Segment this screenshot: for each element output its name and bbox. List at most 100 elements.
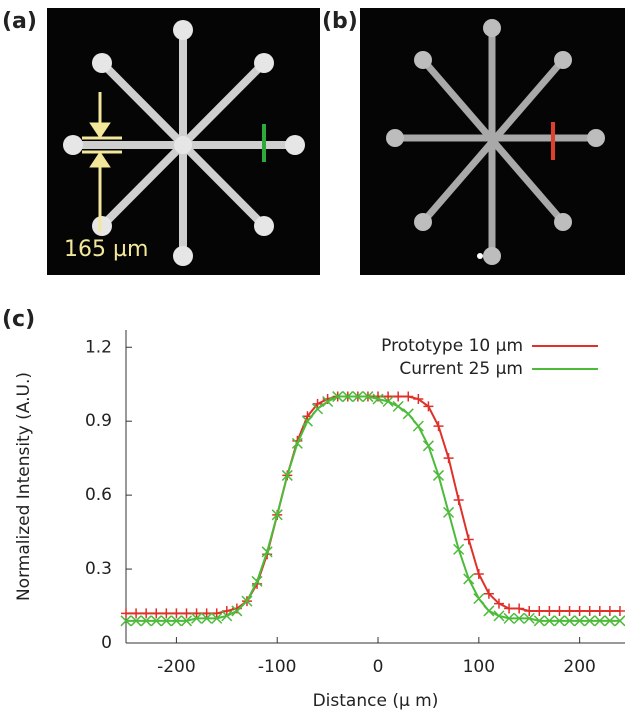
data-point [574, 615, 586, 627]
y-tick-label: 0.9 [85, 411, 112, 431]
data-point [150, 615, 162, 627]
data-point [201, 608, 212, 619]
data-point [181, 608, 192, 619]
data-point [362, 391, 374, 403]
y-tick-label: 1.2 [85, 337, 112, 357]
data-point [160, 615, 172, 627]
y-tick-label: 0.3 [85, 559, 112, 579]
micrograph-b [360, 8, 625, 275]
data-point [493, 598, 504, 609]
data-point [392, 400, 404, 412]
y-axis-label: Normalized Intensity (A.U.) [14, 372, 34, 601]
data-point [121, 608, 131, 619]
x-tick-label: -100 [258, 657, 297, 677]
series-line [126, 395, 620, 615]
data-point [584, 615, 596, 627]
data-point [241, 595, 253, 607]
data-point [422, 440, 434, 452]
legend-label: Current 25 µm [399, 359, 523, 379]
data-point [402, 408, 414, 420]
data-point [433, 421, 444, 432]
data-point [554, 605, 565, 616]
data-point [564, 605, 575, 616]
data-point [191, 612, 203, 624]
data-point [221, 610, 233, 622]
data-point [493, 610, 505, 622]
panel-label: (c) [2, 307, 35, 332]
scale-annotation: 165 µm [64, 237, 148, 262]
y-tick-label: 0.6 [85, 485, 112, 505]
x-tick-label: 100 [463, 657, 495, 677]
data-point [383, 391, 394, 402]
data-point [382, 395, 394, 408]
series-line [126, 395, 620, 622]
data-point [504, 603, 515, 614]
data-point [453, 543, 465, 555]
data-point [594, 605, 605, 616]
data-point [533, 615, 545, 627]
x-tick-label: 0 [373, 657, 384, 677]
x-tick-label: 200 [563, 657, 595, 677]
data-point [604, 605, 615, 616]
x-axis-label: Distance (µ m) [313, 691, 439, 711]
x-tick-label: -200 [157, 657, 196, 677]
panel-label: (b) [322, 9, 358, 34]
data-point [140, 615, 152, 627]
legend-label: Prototype 10 µm [381, 336, 523, 356]
data-point [271, 509, 283, 521]
data-point [301, 415, 313, 427]
data-point [412, 420, 424, 432]
data-point [543, 615, 555, 627]
data-point [322, 395, 334, 408]
data-point [120, 615, 132, 627]
data-point [211, 608, 222, 619]
data-point [483, 588, 494, 599]
data-point [342, 391, 354, 403]
data-point [443, 453, 454, 464]
data-point [130, 615, 142, 627]
data-point [584, 605, 595, 616]
data-point [523, 612, 535, 624]
data-point [432, 469, 445, 481]
data-point [604, 615, 616, 627]
data-point [170, 615, 182, 627]
data-point [473, 568, 484, 579]
data-point [594, 615, 606, 627]
data-point [161, 608, 172, 619]
data-point [503, 612, 515, 624]
data-point [191, 608, 202, 619]
panel-label: (a) [2, 9, 37, 34]
data-point [312, 398, 323, 409]
micrograph-a: 165 µm [47, 8, 320, 275]
y-tick-label: 0 [101, 633, 112, 653]
data-point [151, 608, 162, 619]
data-point [201, 612, 213, 624]
data-point [131, 608, 142, 619]
data-point [251, 575, 263, 587]
data-point [463, 573, 475, 585]
data-point [513, 612, 525, 624]
data-point [403, 391, 414, 402]
data-point [211, 612, 223, 624]
data-point [291, 437, 303, 449]
data-point [483, 605, 495, 617]
data-point [574, 605, 585, 616]
data-point [514, 603, 525, 614]
data-point [524, 605, 535, 616]
data-point [221, 605, 232, 616]
data-point [393, 391, 404, 402]
data-point [534, 605, 545, 616]
data-point [463, 534, 474, 545]
data-point [352, 391, 364, 403]
data-point [553, 615, 566, 627]
data-point [614, 605, 625, 616]
data-point [544, 605, 555, 616]
data-point [312, 403, 324, 415]
data-point [332, 391, 344, 403]
data-point [281, 469, 293, 481]
data-point [443, 506, 455, 518]
data-point [423, 401, 434, 412]
data-point [473, 593, 485, 605]
data-point [261, 546, 273, 558]
